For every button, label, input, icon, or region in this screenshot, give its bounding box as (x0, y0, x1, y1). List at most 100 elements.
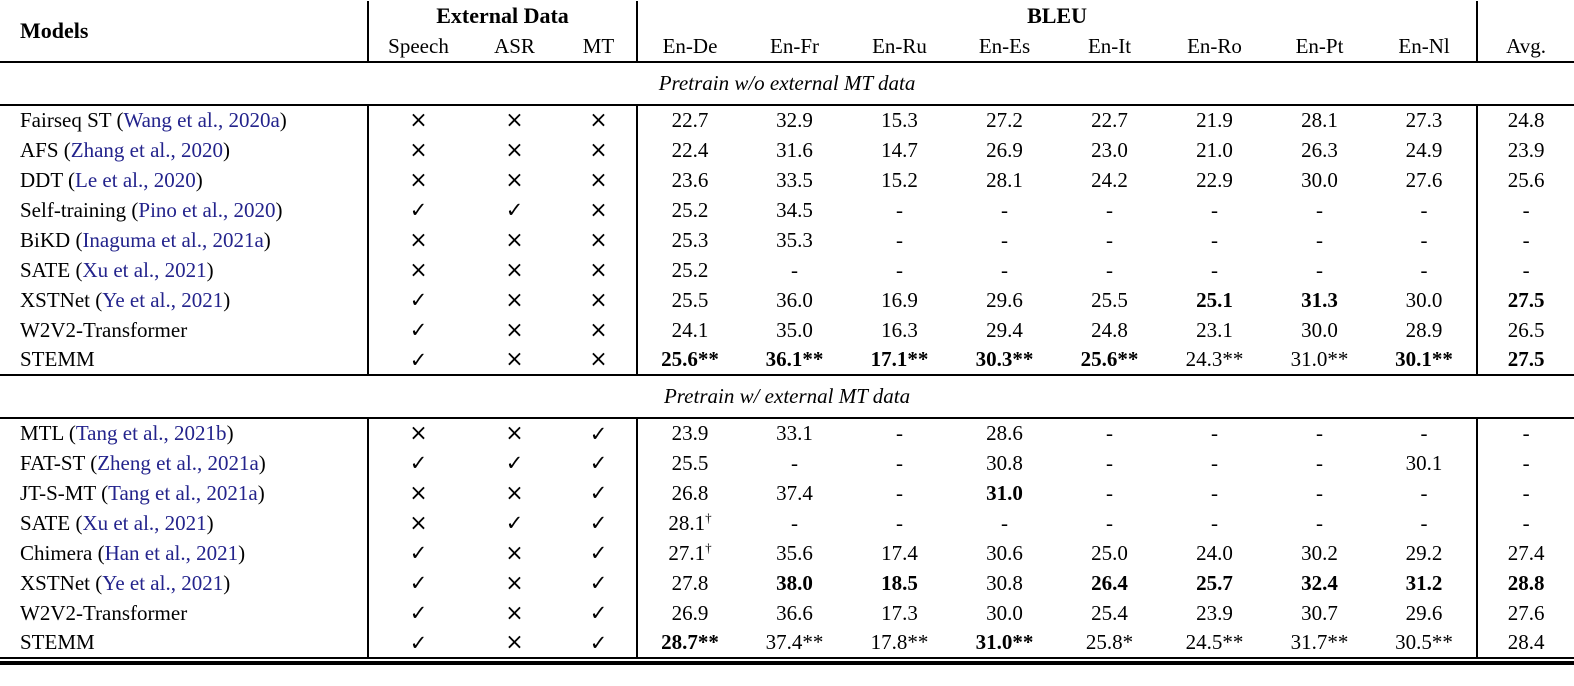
citation-link[interactable]: Xu et al., 2021 (82, 510, 207, 535)
citation-link[interactable]: Tang et al., 2021a (108, 480, 258, 505)
table-row: W2V2-Transformer ✓ × × 24.1 35.0 16.3 29.4 24.8 2… (0, 315, 1574, 345)
score-value: - (896, 450, 904, 475)
asr-mark: × (468, 478, 561, 508)
citation-link[interactable]: Wang et al., 2020a (123, 108, 280, 132)
asr-mark: × (468, 225, 561, 255)
score-cell: 31.0** (1267, 345, 1372, 375)
citation-link[interactable]: Pino et al., 2020 (138, 197, 276, 222)
dagger-mark: † (705, 509, 712, 525)
model-cell: XSTNet (Ye et al., 2021) (20, 570, 231, 595)
score-cell: - (952, 255, 1057, 285)
score-cell: - (1267, 225, 1372, 255)
score-value: - (791, 510, 799, 535)
score-value: - (1106, 510, 1114, 535)
mt-mark: ✓ (561, 478, 637, 508)
speech-mark: ✓ (367, 568, 468, 598)
score-value: - (1001, 510, 1009, 535)
model-name: JT-S-MT (20, 480, 96, 505)
check-icon: ✓ (409, 630, 428, 655)
score-value: 31.2 (1405, 570, 1443, 595)
cross-icon: × (505, 287, 524, 313)
check-icon: ✓ (589, 511, 608, 535)
cross-icon: × (505, 137, 524, 163)
model-cell: Chimera (Han et al., 2021) (20, 540, 246, 565)
cross-icon: × (589, 167, 608, 193)
check-icon: ✓ (589, 630, 608, 655)
citation-link[interactable]: Han et al., 2021 (104, 540, 239, 565)
citation-link[interactable]: Xu et al., 2021 (82, 257, 207, 282)
score-cell: 37.4** (742, 628, 847, 658)
score-value: 31.0 (986, 480, 1023, 505)
score-cell: 31.3 (1267, 285, 1372, 315)
check-icon: ✓ (409, 601, 428, 625)
score-cell: 36.6 (742, 598, 847, 628)
score-cell: 16.3 (847, 315, 952, 345)
score-value: 31.3 (1301, 287, 1338, 312)
score-value: - (1420, 227, 1428, 252)
score-value: 28.1 (668, 510, 706, 535)
score-value: 22.9 (1196, 167, 1233, 192)
table-row: XSTNet (Ye et al., 2021) ✓ × ✓ 27.8 38.0 18.5 3… (0, 568, 1574, 598)
avg-cell: 25.6 (1476, 165, 1574, 195)
score-value: 24.3** (1185, 347, 1244, 371)
score-value: 25.8* (1085, 630, 1134, 654)
avg-cell: 27.4 (1476, 538, 1574, 568)
score-value: - (791, 450, 799, 475)
score-cell: 30.0 (952, 598, 1057, 628)
speech-mark: × (367, 225, 468, 255)
score-value: 25.0 (1091, 540, 1128, 565)
citation-link[interactable]: Zheng et al., 2021a (97, 450, 259, 475)
model-cell: AFS (Zhang et al., 2020) (20, 137, 230, 162)
citation-link[interactable]: Ye et al., 2021 (102, 570, 224, 595)
score-cell: 24.2 (1057, 165, 1162, 195)
score-value: 37.4** (765, 630, 824, 654)
section-band: Pretrain w/ external MT data (0, 374, 1574, 419)
check-icon: ✓ (589, 451, 608, 475)
citation-link[interactable]: Inaguma et al., 2021a (82, 227, 264, 252)
model-name: FAT-ST (20, 450, 85, 475)
speech-mark: ✓ (367, 448, 468, 478)
speech-mark: × (367, 255, 468, 285)
column-header-speech: Speech (367, 31, 468, 63)
cross-icon: × (505, 227, 524, 253)
score-value: 35.0 (776, 317, 813, 342)
score-cell: 16.9 (847, 285, 952, 315)
asr-mark: × (468, 598, 561, 628)
score-value: - (1106, 480, 1114, 505)
score-value: 27.3 (1405, 108, 1443, 132)
score-cell: 29.4 (952, 315, 1057, 345)
avg-cell: - (1476, 448, 1574, 478)
score-value: 25.6** (661, 347, 719, 371)
column-header-en-it: En-It (1057, 31, 1163, 63)
speech-mark: × (367, 508, 468, 538)
score-value: 18.5 (881, 570, 918, 595)
score-cell: 17.3 (847, 598, 952, 628)
score-cell: 30.1** (1372, 345, 1477, 375)
score-cell: 25.3 (636, 225, 743, 255)
model-name: MTL (20, 421, 64, 445)
score-cell: 28.1 (952, 165, 1057, 195)
cross-icon: × (409, 480, 428, 506)
avg-value: - (1522, 197, 1530, 222)
score-value: 31.6 (776, 137, 813, 162)
score-cell: 23.1 (1162, 315, 1267, 345)
score-cell: 31.0 (952, 478, 1057, 508)
citation-link[interactable]: Tang et al., 2021b (75, 421, 227, 445)
speech-mark: ✓ (367, 195, 468, 225)
cross-icon: × (505, 317, 524, 343)
citation-link[interactable]: Zhang et al., 2020 (70, 137, 223, 162)
table-row: AFS (Zhang et al., 2020) × × × 22.4 31.6 14.7 2… (0, 135, 1574, 165)
speech-mark: ✓ (367, 538, 468, 568)
asr-mark: × (468, 538, 561, 568)
citation-link[interactable]: Ye et al., 2021 (102, 287, 224, 312)
score-value: - (1316, 421, 1324, 445)
score-cell: 38.0 (742, 568, 847, 598)
score-value: 21.9 (1196, 108, 1233, 132)
score-cell: - (1372, 418, 1477, 448)
speech-mark: × (367, 135, 468, 165)
citation-link[interactable]: Le et al., 2020 (75, 167, 196, 192)
score-value: 29.2 (1405, 540, 1443, 565)
score-cell: - (1162, 195, 1267, 225)
score-cell: 30.3** (952, 345, 1057, 375)
